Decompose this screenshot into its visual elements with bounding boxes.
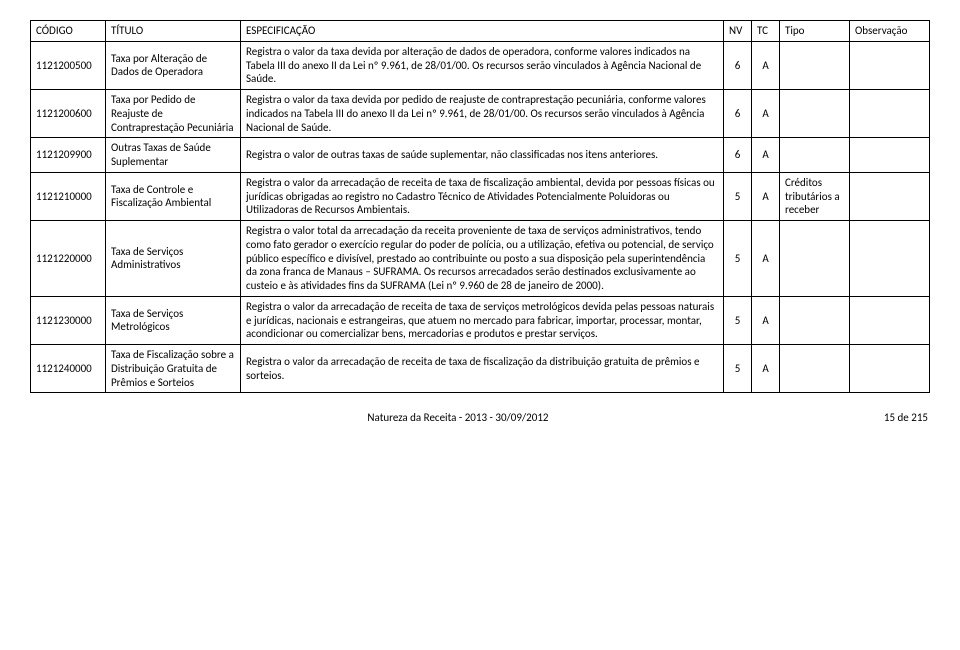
- cell-tc: A: [752, 90, 780, 138]
- cell-tc: A: [752, 296, 780, 344]
- cell-codigo: 1121200500: [31, 41, 106, 89]
- cell-titulo: Taxa de Controle e Fiscalização Ambienta…: [106, 172, 241, 220]
- table-row: 1121220000 Taxa de Serviços Administrati…: [31, 221, 930, 297]
- header-tc: TC: [752, 21, 780, 42]
- cell-codigo: 1121230000: [31, 296, 106, 344]
- cell-titulo: Taxa de Serviços Administrativos: [106, 221, 241, 297]
- footer-center: Natureza da Receita - 2013 - 30/09/2012: [367, 411, 548, 424]
- cell-obs: [850, 221, 930, 297]
- cell-tipo: [780, 296, 850, 344]
- cell-codigo: 1121209900: [31, 138, 106, 173]
- cell-nv: 5: [724, 345, 752, 393]
- header-codigo: CÓDIGO: [31, 21, 106, 42]
- table-header-row: CÓDIGO TÍTULO ESPECIFICAÇÃO NV TC Tipo O…: [31, 21, 930, 42]
- data-table: CÓDIGO TÍTULO ESPECIFICAÇÃO NV TC Tipo O…: [30, 20, 930, 393]
- cell-nv: 6: [724, 41, 752, 89]
- cell-obs: [850, 138, 930, 173]
- cell-nv: 5: [724, 172, 752, 220]
- cell-codigo: 1121220000: [31, 221, 106, 297]
- cell-espec: Registra o valor da taxa devida por alte…: [241, 41, 724, 89]
- cell-nv: 5: [724, 221, 752, 297]
- cell-codigo: 1121240000: [31, 345, 106, 393]
- cell-obs: [850, 296, 930, 344]
- cell-titulo: Outras Taxas de Saúde Suplementar: [106, 138, 241, 173]
- table-row: 1121230000 Taxa de Serviços Metrológicos…: [31, 296, 930, 344]
- cell-tipo: [780, 221, 850, 297]
- cell-tipo: [780, 138, 850, 173]
- cell-espec: Registra o valor da arrecadação de recei…: [241, 296, 724, 344]
- cell-espec: Registra o valor de outras taxas de saúd…: [241, 138, 724, 173]
- header-tipo: Tipo: [780, 21, 850, 42]
- table-row: 1121210000 Taxa de Controle e Fiscalizaç…: [31, 172, 930, 220]
- cell-nv: 6: [724, 138, 752, 173]
- header-nv: NV: [724, 21, 752, 42]
- table-row: 1121240000 Taxa de Fiscalização sobre a …: [31, 345, 930, 393]
- cell-obs: [850, 172, 930, 220]
- cell-titulo: Taxa por Alteração de Dados de Operadora: [106, 41, 241, 89]
- cell-espec: Registra o valor da arrecadação de recei…: [241, 172, 724, 220]
- table-body: 1121200500 Taxa por Alteração de Dados d…: [31, 41, 930, 393]
- table-row: 1121200600 Taxa por Pedido de Reajuste d…: [31, 90, 930, 138]
- cell-espec: Registra o valor da taxa devida por pedi…: [241, 90, 724, 138]
- cell-nv: 5: [724, 296, 752, 344]
- table-row: 1121200500 Taxa por Alteração de Dados d…: [31, 41, 930, 89]
- cell-titulo: Taxa de Fiscalização sobre a Distribuiçã…: [106, 345, 241, 393]
- cell-tc: A: [752, 41, 780, 89]
- cell-codigo: 1121200600: [31, 90, 106, 138]
- cell-tc: A: [752, 345, 780, 393]
- cell-tipo: [780, 41, 850, 89]
- cell-obs: [850, 345, 930, 393]
- header-titulo: TÍTULO: [106, 21, 241, 42]
- cell-tipo: Créditos tributários a receber: [780, 172, 850, 220]
- footer-right: 15 de 215: [884, 411, 928, 424]
- header-espec: ESPECIFICAÇÃO: [241, 21, 724, 42]
- header-obs: Observação: [850, 21, 930, 42]
- cell-espec: Registra o valor total da arrecadação da…: [241, 221, 724, 297]
- table-row: 1121209900 Outras Taxas de Saúde Supleme…: [31, 138, 930, 173]
- cell-tc: A: [752, 172, 780, 220]
- cell-tc: A: [752, 221, 780, 297]
- cell-titulo: Taxa por Pedido de Reajuste de Contrapre…: [106, 90, 241, 138]
- cell-tipo: [780, 90, 850, 138]
- cell-obs: [850, 90, 930, 138]
- page-footer: Natureza da Receita - 2013 - 30/09/2012 …: [30, 411, 930, 424]
- cell-espec: Registra o valor da arrecadação de recei…: [241, 345, 724, 393]
- cell-titulo: Taxa de Serviços Metrológicos: [106, 296, 241, 344]
- cell-tipo: [780, 345, 850, 393]
- cell-tc: A: [752, 138, 780, 173]
- cell-codigo: 1121210000: [31, 172, 106, 220]
- cell-nv: 6: [724, 90, 752, 138]
- cell-obs: [850, 41, 930, 89]
